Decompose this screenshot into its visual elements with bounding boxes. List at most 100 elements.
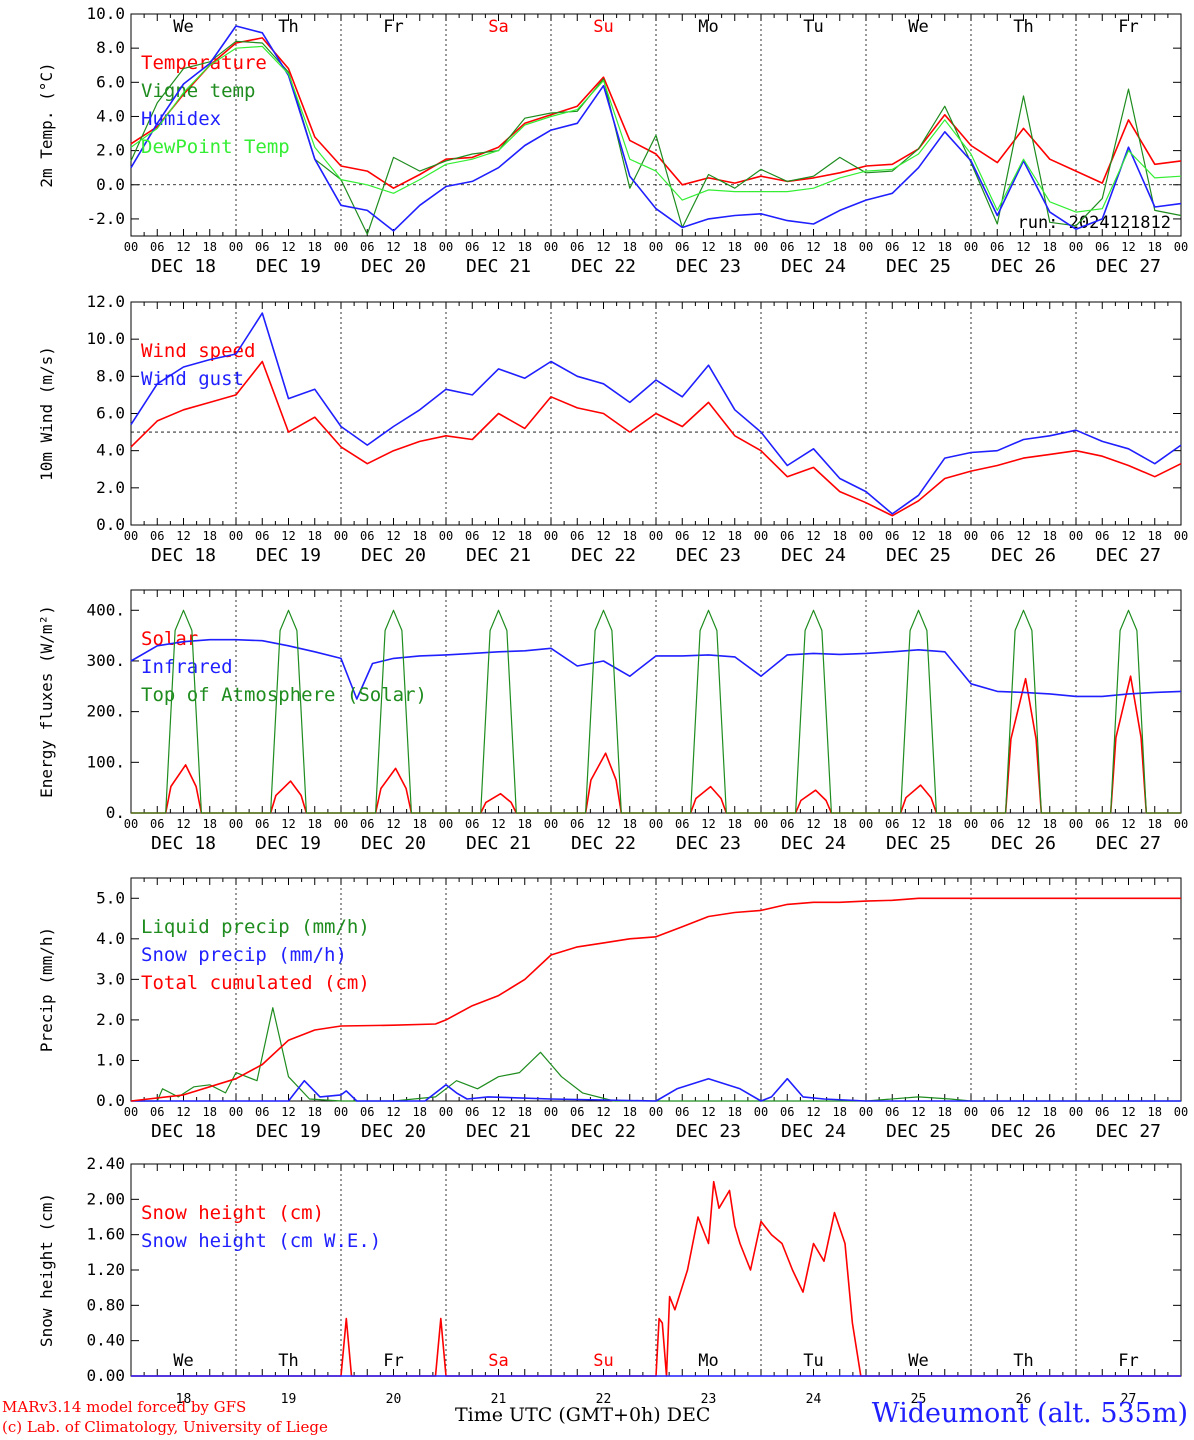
y-tick-label: 0.00 xyxy=(86,1366,125,1385)
date-label: DEC 23 xyxy=(676,833,741,854)
hour-tick-label: 18 xyxy=(308,240,322,254)
date-label: DEC 22 xyxy=(571,545,636,566)
weekday-label: Fr xyxy=(383,17,403,37)
hour-tick-label: 00 xyxy=(754,1105,768,1119)
hour-tick-label: 12 xyxy=(701,1105,715,1119)
hour-tick-label: 12 xyxy=(491,817,505,831)
y-tick-label: 0.0 xyxy=(96,515,125,534)
date-label: DEC 24 xyxy=(781,545,846,566)
weekday-label: Th xyxy=(1013,1351,1033,1371)
panel-1: 10.0 8.0 6.0 4.0 2.0 0.0 -2.0 2m Temp. (°C) 00 06… xyxy=(37,4,1188,277)
hour-tick-label: 18 xyxy=(1148,1105,1162,1119)
hour-tick-label: 12 xyxy=(1016,240,1030,254)
series-line-wind-speed xyxy=(130,360,1182,517)
hour-tick-label: 12 xyxy=(176,1105,190,1119)
hour-tick-label: 12 xyxy=(806,817,820,831)
legend-entry: DewPoint Temp xyxy=(141,136,290,158)
hour-tick-label: 00 xyxy=(649,240,663,254)
y-tick-label: 2.40 xyxy=(86,1154,125,1173)
series-line-dewpoint-temp xyxy=(130,45,1182,213)
hour-tick-label: 18 xyxy=(833,817,847,831)
legend-entry: Top of Atmosphere (Solar) xyxy=(141,684,427,706)
hour-tick-label: 00 xyxy=(334,529,348,543)
hour-tick-label: 06 xyxy=(360,1105,374,1119)
series-line-snow-height-cm- xyxy=(131,1180,1181,1377)
date-label: DEC 24 xyxy=(781,833,846,854)
hour-tick-label: 00 xyxy=(754,240,768,254)
hour-tick-label: 12 xyxy=(281,529,295,543)
hour-tick-label: 06 xyxy=(780,240,794,254)
hour-tick-label: 18 xyxy=(413,240,427,254)
hour-tick-label: 12 xyxy=(596,817,610,831)
hour-tick-label: 06 xyxy=(1095,817,1109,831)
hour-tick-label: 18 xyxy=(1148,529,1162,543)
hour-tick-label: 00 xyxy=(964,817,978,831)
hour-tick-label: 18 xyxy=(1043,1105,1057,1119)
hour-tick-label: 12 xyxy=(281,817,295,831)
y-tick-label: 4.0 xyxy=(96,929,125,948)
hour-tick-label: 06 xyxy=(990,817,1004,831)
hour-tick-label: 00 xyxy=(544,529,558,543)
station-label: Wideumont (alt. 535m) xyxy=(871,1398,1188,1429)
hour-tick-label: 06 xyxy=(1095,529,1109,543)
hour-tick-label: 06 xyxy=(360,240,374,254)
y-tick-label: 200. xyxy=(86,702,125,721)
date-label: DEC 21 xyxy=(466,545,531,566)
hour-tick-label: 00 xyxy=(964,240,978,254)
y-axis-label: 2m Temp. (°C) xyxy=(37,62,56,187)
hour-tick-label: 00 xyxy=(964,529,978,543)
hour-tick-label: 18 xyxy=(938,1105,952,1119)
hour-tick-label: 12 xyxy=(1121,1105,1135,1119)
weekday-label: Tu xyxy=(803,1351,823,1371)
y-tick-label: 5.0 xyxy=(96,888,125,907)
hour-tick-label: 12 xyxy=(806,529,820,543)
date-label: DEC 19 xyxy=(256,256,321,277)
hour-tick-label: 12 xyxy=(806,240,820,254)
hour-tick-label: 00 xyxy=(859,240,873,254)
legend-entry: Snow precip (mm/h) xyxy=(141,944,347,966)
hour-tick-label: 06 xyxy=(675,529,689,543)
hour-tick-label: 06 xyxy=(570,240,584,254)
legend-entry: Solar xyxy=(141,628,198,650)
legend-entry: Snow height (cm) xyxy=(141,1202,324,1224)
date-label: 27 xyxy=(1121,1392,1137,1407)
date-label: 23 xyxy=(701,1392,717,1407)
hour-tick-label: 12 xyxy=(596,1105,610,1119)
hour-tick-label: 12 xyxy=(386,529,400,543)
hour-tick-label: 06 xyxy=(465,240,479,254)
weekday-label: Fr xyxy=(1118,17,1138,37)
legend-entry: Wind gust xyxy=(141,368,244,390)
y-tick-label: 2.00 xyxy=(86,1189,125,1208)
hour-tick-label: 06 xyxy=(780,817,794,831)
y-tick-label: 10.0 xyxy=(86,4,125,23)
hour-tick-label: 18 xyxy=(938,817,952,831)
hour-tick-label: 18 xyxy=(623,240,637,254)
series-line-infrared xyxy=(130,638,1182,700)
hour-tick-label: 12 xyxy=(386,817,400,831)
y-tick-label: 12.0 xyxy=(86,292,125,311)
y-tick-label: -2.0 xyxy=(86,209,125,228)
hour-tick-label: 12 xyxy=(911,240,925,254)
hour-tick-label: 06 xyxy=(570,817,584,831)
hour-tick-label: 00 xyxy=(1069,817,1083,831)
hour-tick-label: 12 xyxy=(911,529,925,543)
hour-tick-label: 12 xyxy=(176,240,190,254)
hour-tick-label: 18 xyxy=(203,817,217,831)
hour-tick-label: 18 xyxy=(1043,240,1057,254)
y-tick-label: 1.20 xyxy=(86,1260,125,1279)
hour-tick-label: 00 xyxy=(439,529,453,543)
hour-tick-label: 06 xyxy=(885,529,899,543)
hour-tick-label: 00 xyxy=(334,817,348,831)
hour-tick-label: 18 xyxy=(623,1105,637,1119)
hour-tick-label: 12 xyxy=(1016,1105,1030,1119)
series-line-humidex xyxy=(130,25,1182,232)
y-axis-label: 10m Wind (m/s) xyxy=(37,346,56,481)
hour-tick-label: 12 xyxy=(596,240,610,254)
hour-tick-label: 00 xyxy=(229,1105,243,1119)
hour-tick-label: 00 xyxy=(439,1105,453,1119)
hour-tick-label: 06 xyxy=(570,1105,584,1119)
date-label: DEC 21 xyxy=(466,1121,531,1142)
legend-entry: Total cumulated (cm) xyxy=(141,972,370,994)
hour-tick-label: 12 xyxy=(701,817,715,831)
